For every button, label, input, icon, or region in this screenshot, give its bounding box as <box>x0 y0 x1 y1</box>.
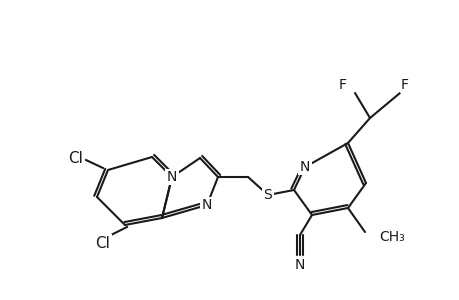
Text: N: N <box>167 170 177 184</box>
Text: N: N <box>202 198 212 212</box>
Text: F: F <box>400 78 408 92</box>
Text: N: N <box>299 160 309 174</box>
Text: N: N <box>294 258 304 272</box>
Text: CH₃: CH₃ <box>378 230 404 244</box>
Text: F: F <box>338 78 346 92</box>
Text: S: S <box>263 188 272 202</box>
Text: Cl: Cl <box>68 151 83 166</box>
Text: Cl: Cl <box>95 236 110 250</box>
